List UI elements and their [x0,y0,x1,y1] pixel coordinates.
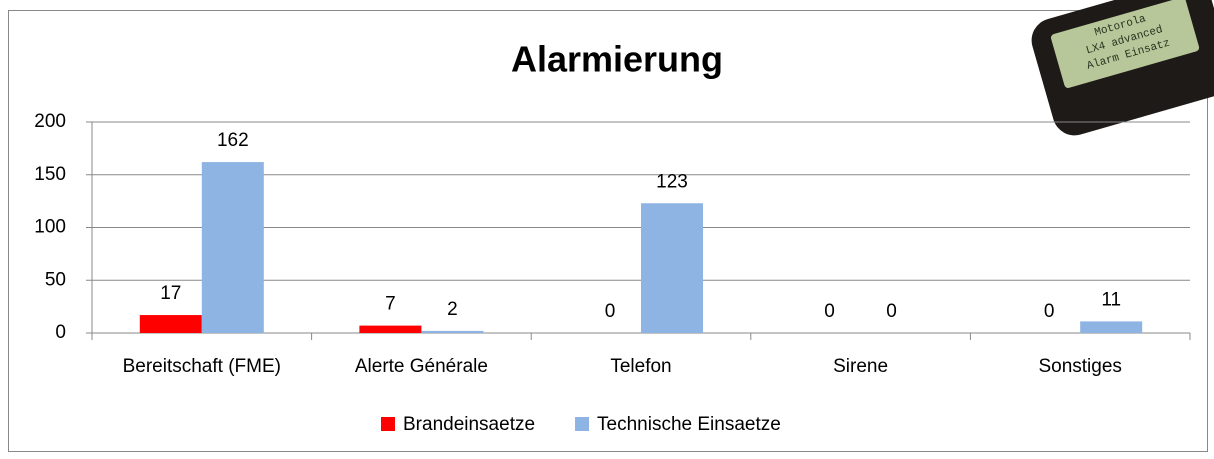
legend-label: Technische Einsaetze [597,414,781,435]
bar [140,315,202,333]
x-tick-label: Sonstiges [1038,356,1121,377]
chart-title: Alarmierung [511,39,723,80]
y-tick-label: 50 [45,269,66,290]
legend-swatch [381,417,395,431]
x-tick-label: Sirene [833,356,888,377]
bar [202,162,264,333]
value-label: 0 [886,301,897,322]
value-label: 123 [656,171,688,192]
chart: Alarmierung MotorolaLX4 advancedAlarm Ei… [0,0,1214,459]
x-tick-label: Bereitschaft (FME) [123,356,281,377]
legend-label: Brandeinsaetze [403,414,535,435]
y-tick-label: 0 [55,322,66,343]
bar [359,326,421,333]
value-label: 0 [824,301,835,322]
value-label: 17 [160,283,181,304]
value-label: 7 [385,294,396,315]
bar [421,331,483,333]
bar [1080,321,1142,333]
x-tick-label: Alerte Générale [355,356,488,377]
bar [641,203,703,333]
y-tick-label: 200 [34,111,66,132]
legend-swatch [575,417,589,431]
y-tick-label: 150 [34,164,66,185]
value-label: 11 [1101,289,1121,310]
value-label: 162 [217,130,249,151]
x-tick-label: Telefon [610,356,671,377]
y-tick-label: 100 [34,217,66,238]
value-label: 0 [605,301,616,322]
value-label: 2 [447,299,458,320]
value-label: 0 [1044,301,1055,322]
